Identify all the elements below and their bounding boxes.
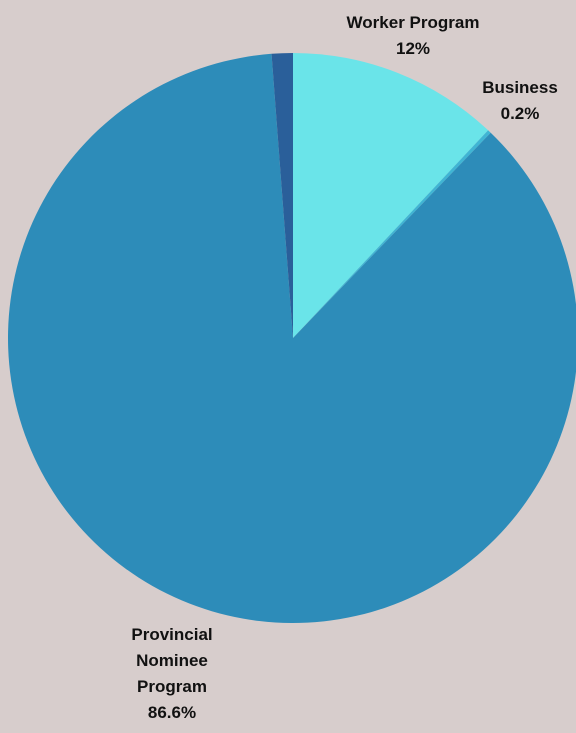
slice-name-label: Business xyxy=(482,78,558,97)
slice-name-label: Provincial xyxy=(131,625,212,644)
slice-value-label: 12% xyxy=(396,39,430,58)
slice-value-label: 86.6% xyxy=(148,703,196,722)
pie-slice xyxy=(8,53,576,623)
pie-slice xyxy=(271,53,293,338)
slice-value-label: 0.2% xyxy=(501,104,540,123)
pie-slice xyxy=(293,130,491,338)
slice-label: Worker Program 12% xyxy=(347,13,480,58)
slice-name-label: Nominee xyxy=(136,651,208,670)
pie-labels: Worker Program 12% Business 0.2% Provincial N… xyxy=(131,13,557,722)
slice-name-label: Program xyxy=(137,677,207,696)
slice-name-label: Worker Program xyxy=(347,13,480,32)
pie-slice xyxy=(293,53,489,338)
pie-slices xyxy=(8,53,576,623)
slice-label: Provincial Nominee Program 86.6% xyxy=(131,625,212,722)
slice-label: Business 0.2% xyxy=(482,78,558,123)
